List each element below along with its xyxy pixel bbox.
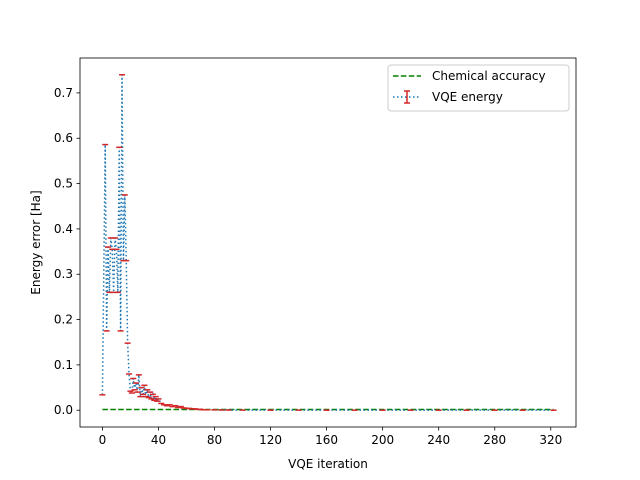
x-tick-label-3: 120 (259, 433, 282, 447)
y-axis-label: Energy error [Ha] (29, 190, 43, 294)
legend-box (387, 64, 570, 112)
x-tick-label-8: 320 (539, 433, 562, 447)
legend: Chemical accuracy VQE energy (387, 64, 570, 112)
axis-layer: 0 40 80 120 160 200 240 280 320 0.0 0.1 0.2 0.3 0.4 0.… (54, 86, 562, 447)
y-tick-label-7: 0.7 (54, 86, 73, 100)
legend-label-chemical-accuracy: Chemical accuracy (432, 69, 546, 83)
x-tick-label-6: 240 (427, 433, 450, 447)
y-tick-label-0: 0.0 (54, 403, 73, 417)
x-tick-label-0: 0 (99, 433, 107, 447)
y-tick-label-3: 0.3 (54, 267, 73, 281)
x-tick-label-2: 80 (207, 433, 222, 447)
plot-frame (79, 57, 577, 428)
x-axis-label: VQE iteration (288, 457, 368, 471)
x-tick-label-7: 280 (483, 433, 506, 447)
x-tick-label-5: 200 (371, 433, 394, 447)
x-tick-label-4: 160 (315, 433, 338, 447)
y-tick-label-4: 0.4 (54, 222, 73, 236)
y-tick-label-6: 0.6 (54, 131, 73, 145)
plot-layer (99, 74, 557, 411)
y-tick-label-2: 0.2 (54, 313, 73, 327)
legend-swatch-vqe-energy (393, 90, 421, 104)
y-tick-label-1: 0.1 (54, 358, 73, 372)
x-tick-label-1: 40 (151, 433, 166, 447)
y-tick-label-5: 0.5 (54, 177, 73, 191)
legend-label-vqe-energy: VQE energy (432, 90, 503, 104)
